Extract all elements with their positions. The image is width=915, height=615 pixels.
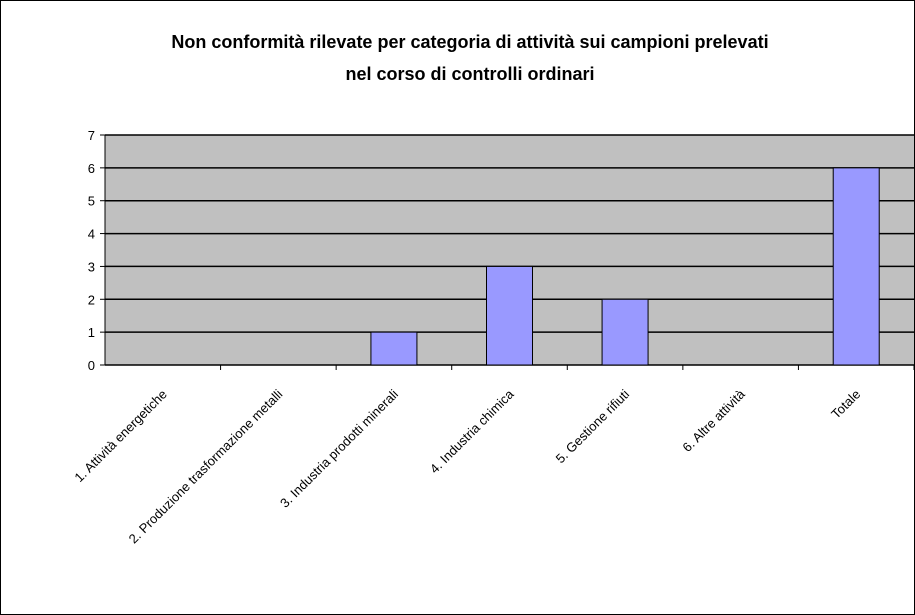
y-tick-label: 1	[88, 325, 95, 340]
chart-title: nel corso di controlli ordinari	[345, 64, 594, 84]
bar	[370, 331, 418, 366]
y-tick-label: 4	[88, 227, 95, 242]
bar	[601, 298, 649, 366]
y-tick-label: 0	[88, 358, 95, 373]
bar	[486, 265, 533, 366]
y-tick-label: 2	[88, 292, 95, 307]
bar	[832, 167, 880, 366]
chart-title: Non conformità rilevate per categoria di…	[171, 32, 768, 52]
y-tick-label: 6	[88, 161, 95, 176]
y-tick-label: 5	[88, 194, 95, 209]
y-tick-label: 3	[88, 259, 95, 274]
y-tick-label: 7	[88, 128, 95, 143]
